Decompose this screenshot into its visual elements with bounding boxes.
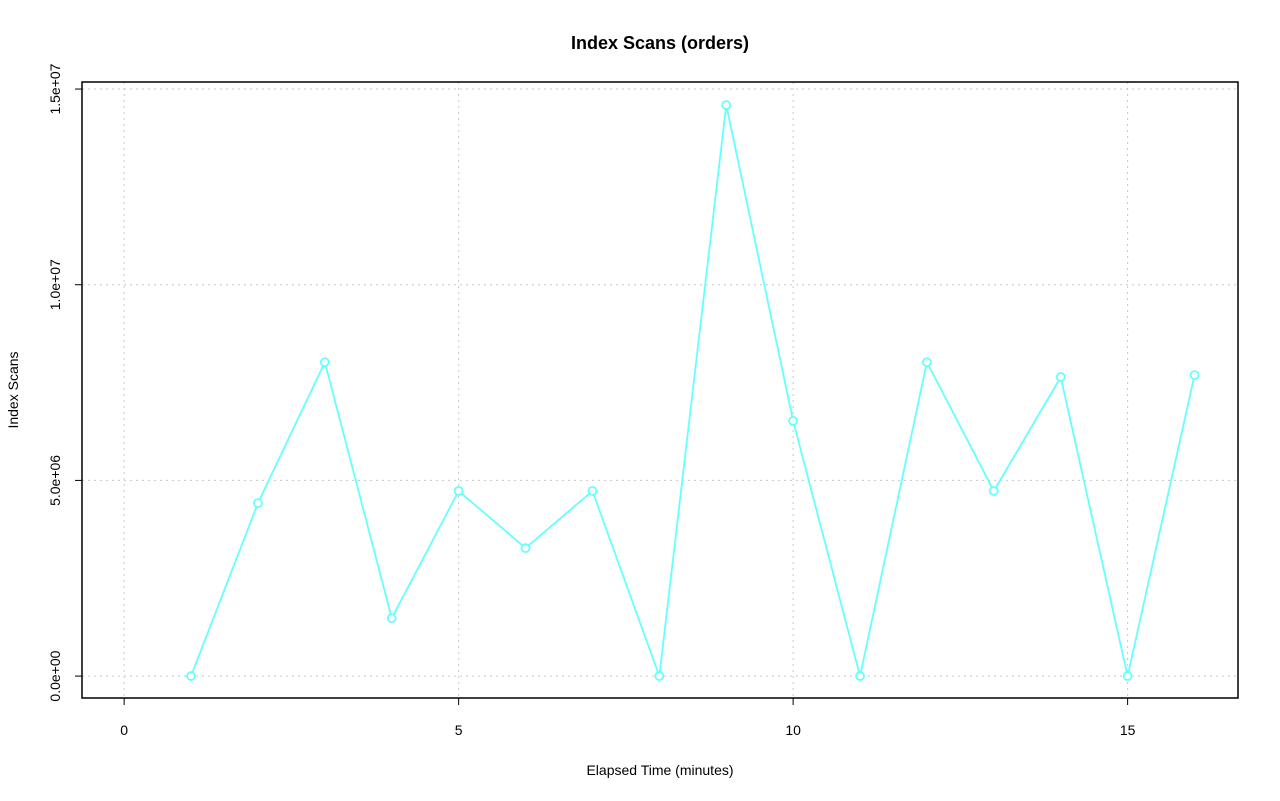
y-tick-label: 5.0e+06 bbox=[47, 455, 63, 506]
data-point bbox=[721, 100, 732, 110]
y-tick-label: 1.5e+07 bbox=[47, 63, 63, 114]
series-line bbox=[190, 104, 1196, 677]
data-point bbox=[520, 543, 531, 554]
x-tick-label: 5 bbox=[455, 722, 463, 738]
x-axis-label: Elapsed Time (minutes) bbox=[586, 762, 733, 778]
y-tick-label: 1.0e+07 bbox=[47, 259, 63, 310]
data-point bbox=[186, 671, 196, 681]
chart-title: Index Scans (orders) bbox=[571, 33, 749, 53]
data-point bbox=[386, 613, 397, 624]
data-point bbox=[1189, 370, 1200, 381]
data-point bbox=[319, 357, 330, 368]
y-tick-label: 0.0e+00 bbox=[47, 650, 63, 701]
x-tick-label: 15 bbox=[1120, 722, 1136, 738]
data-point bbox=[988, 486, 999, 496]
x-tick-label: 10 bbox=[785, 722, 801, 738]
plot-frame bbox=[81, 81, 1239, 699]
data-point bbox=[1055, 372, 1066, 382]
x-tick-label: 0 bbox=[120, 722, 128, 738]
data-point bbox=[587, 486, 598, 496]
data-point bbox=[788, 416, 799, 426]
data-point bbox=[1122, 671, 1133, 681]
data-point bbox=[253, 498, 263, 509]
y-axis-label: Index Scans bbox=[5, 351, 21, 428]
data-point bbox=[855, 671, 865, 681]
data-point bbox=[654, 671, 665, 681]
data-point bbox=[922, 357, 932, 368]
data-point bbox=[453, 486, 464, 496]
